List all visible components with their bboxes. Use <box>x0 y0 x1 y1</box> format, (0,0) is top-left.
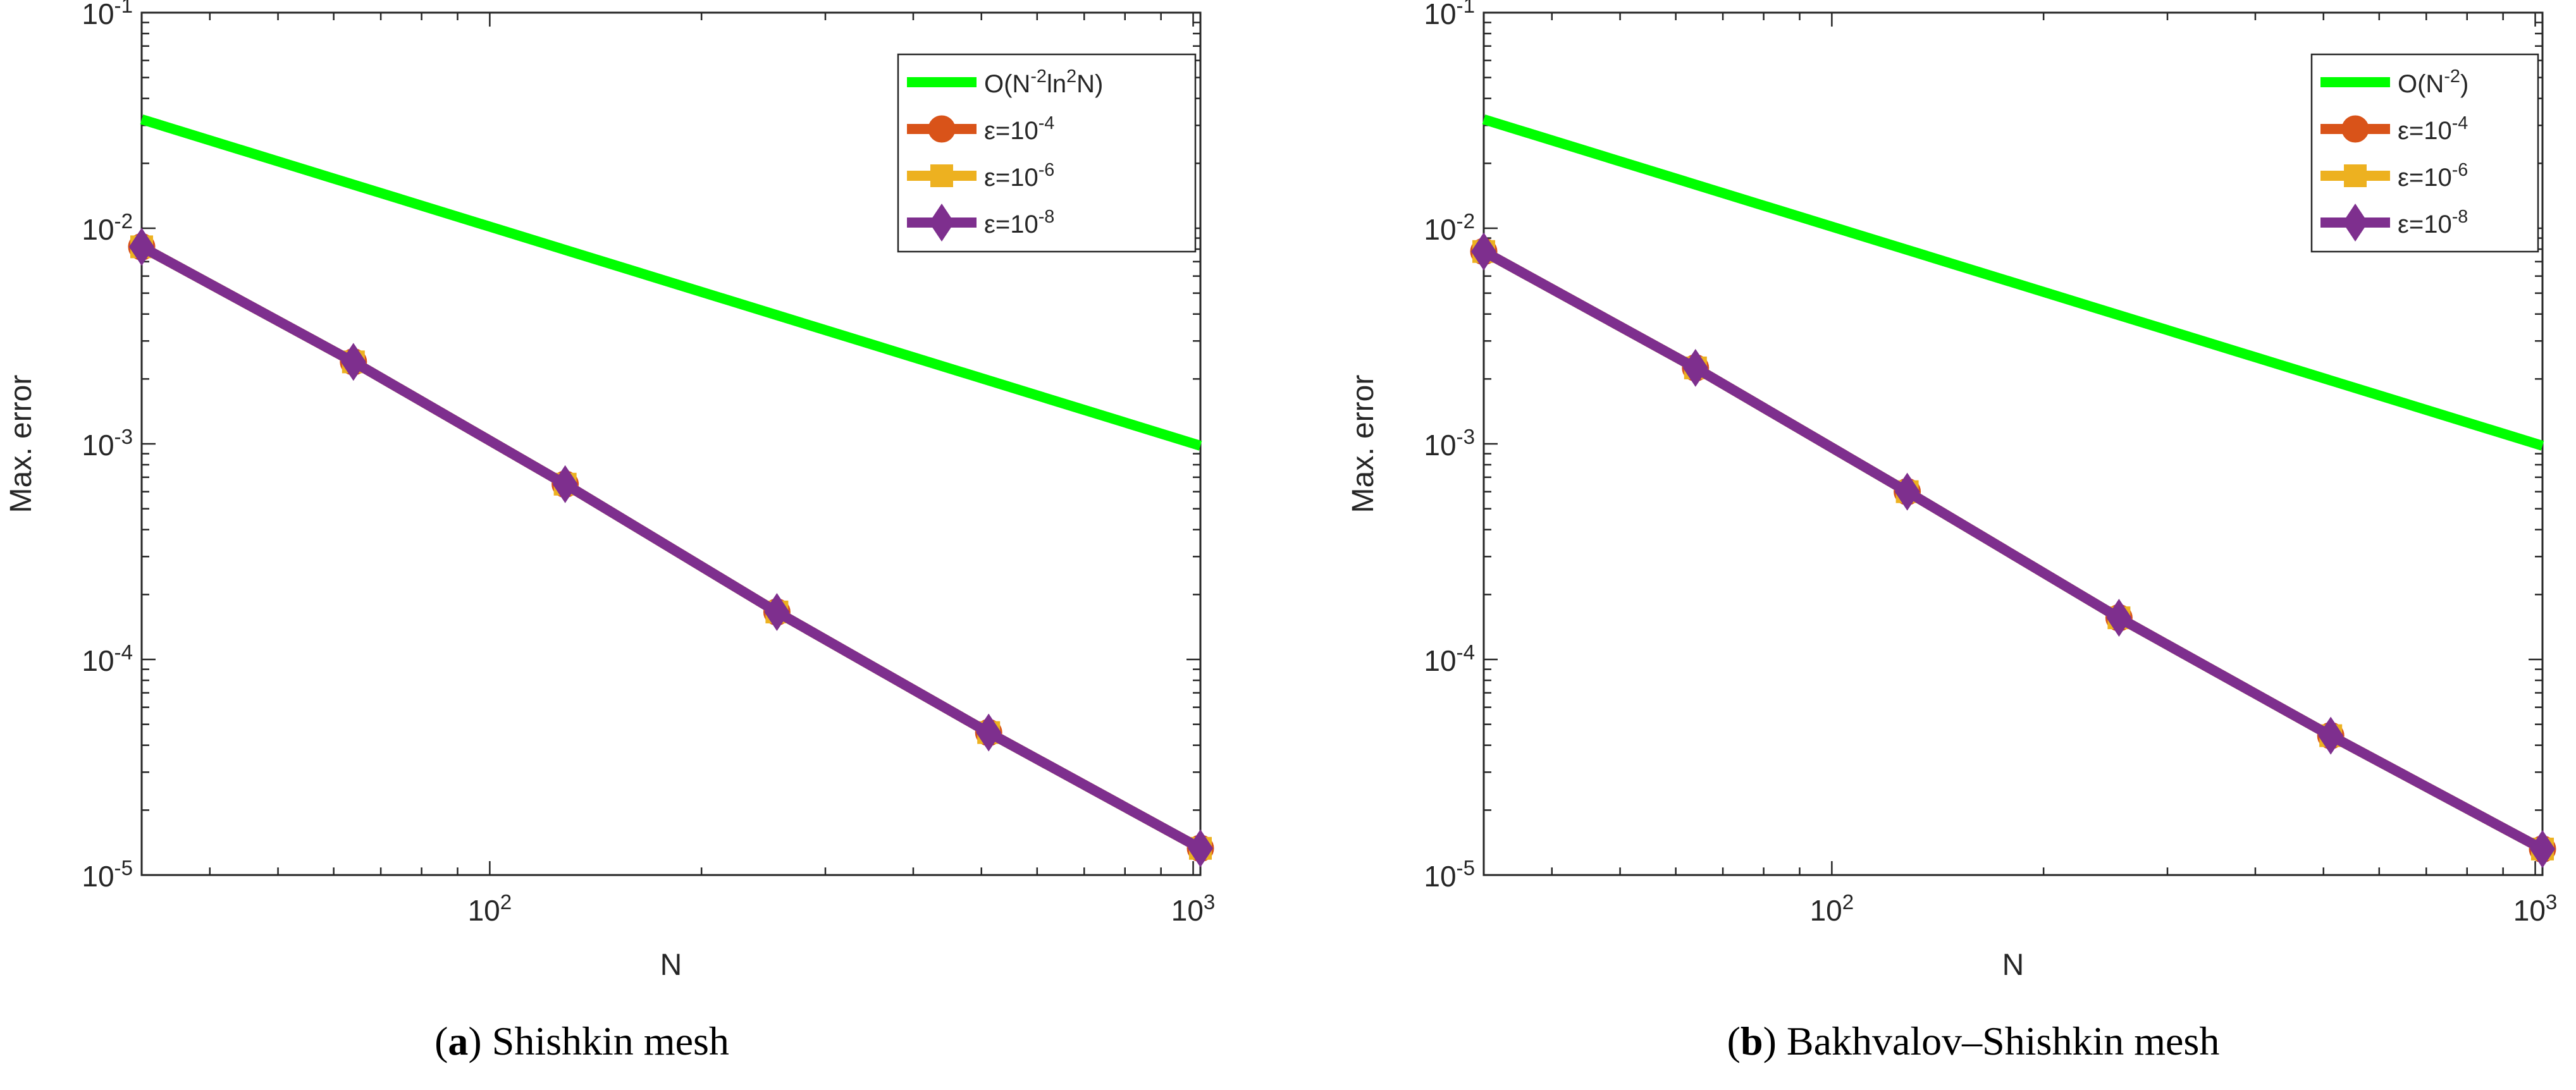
y-tick-label: 10-2 <box>1424 210 1475 247</box>
data-point <box>1682 348 1708 387</box>
legend-marker <box>928 115 956 143</box>
legend-label: ε=10-6 <box>2398 160 2468 192</box>
x-axis-label: N <box>2002 948 2024 982</box>
legend-label: ε=10-4 <box>984 113 1054 145</box>
x-tick-label: 103 <box>2513 891 2558 928</box>
legend-label: O(N-2ln2N) <box>984 66 1103 98</box>
legend-marker <box>2344 164 2367 187</box>
data-point <box>976 713 1002 752</box>
x-tick-label: 102 <box>468 891 512 928</box>
legend-label: ε=10-8 <box>2398 207 2468 238</box>
legend-label: ε=10-6 <box>984 160 1054 192</box>
y-tick-label: 10-3 <box>82 426 133 462</box>
legend-label: ε=10-4 <box>2398 113 2468 145</box>
y-tick-label: 10-1 <box>82 0 133 30</box>
legend-marker <box>930 164 953 187</box>
data-point <box>2530 830 2555 868</box>
series-0 <box>1482 114 2544 451</box>
caption-a: (a) Shishkin mesh <box>434 1019 729 1063</box>
y-tick-label: 10-4 <box>82 641 133 678</box>
y-axis-label: Max. error <box>4 375 38 513</box>
data-point <box>1471 232 1496 271</box>
y-tick-label: 10-2 <box>82 210 133 247</box>
data-point <box>552 465 578 503</box>
chart-b: 10-1 10-2 10-3 10-4 10-5 102 103 N Max. error O(N… <box>1347 0 2557 982</box>
data-point <box>2318 716 2344 755</box>
x-tick-label: 103 <box>1171 891 1216 928</box>
data-point <box>340 343 366 381</box>
legend-marker <box>2343 204 2368 242</box>
y-tick-label: 10-5 <box>82 857 133 893</box>
caption-b: (b) Bakhvalov–Shishkin mesh <box>1727 1019 2220 1063</box>
series-3 <box>129 228 1213 867</box>
chart-a: 10-1 10-2 10-3 10-4 10-5 102 103 N Max. error O(N… <box>4 0 1215 982</box>
legend-label: ε=10-8 <box>984 207 1054 238</box>
legend: O(N-2) ε=10-4 ε=10-6 ε=10-8 <box>2310 53 2539 253</box>
data-point <box>129 228 154 266</box>
series-line <box>140 114 1202 451</box>
series-3 <box>1471 232 2555 868</box>
series-line <box>1482 114 2544 451</box>
legend-marker <box>2341 115 2369 143</box>
y-tick-label: 10-3 <box>1424 426 1475 462</box>
y-tick-label: 10-1 <box>1424 0 1475 30</box>
series-line <box>139 242 1203 853</box>
legend-marker <box>929 204 954 242</box>
series-line <box>1481 247 2545 854</box>
y-tick-label: 10-4 <box>1424 641 1475 678</box>
y-tick-label: 10-5 <box>1424 857 1475 893</box>
series-0 <box>140 114 1202 451</box>
x-tick-label: 102 <box>1810 891 1854 928</box>
x-axis-label: N <box>660 948 682 982</box>
data-point <box>1188 829 1213 867</box>
y-axis-label: Max. error <box>1347 375 1380 513</box>
legend: O(N-2ln2N) ε=10-4 ε=10-6 ε=10-8 <box>897 53 1197 253</box>
data-point <box>764 592 790 631</box>
legend-label: O(N-2) <box>2398 66 2468 98</box>
data-point <box>1894 472 1920 511</box>
data-point <box>2106 599 2132 637</box>
